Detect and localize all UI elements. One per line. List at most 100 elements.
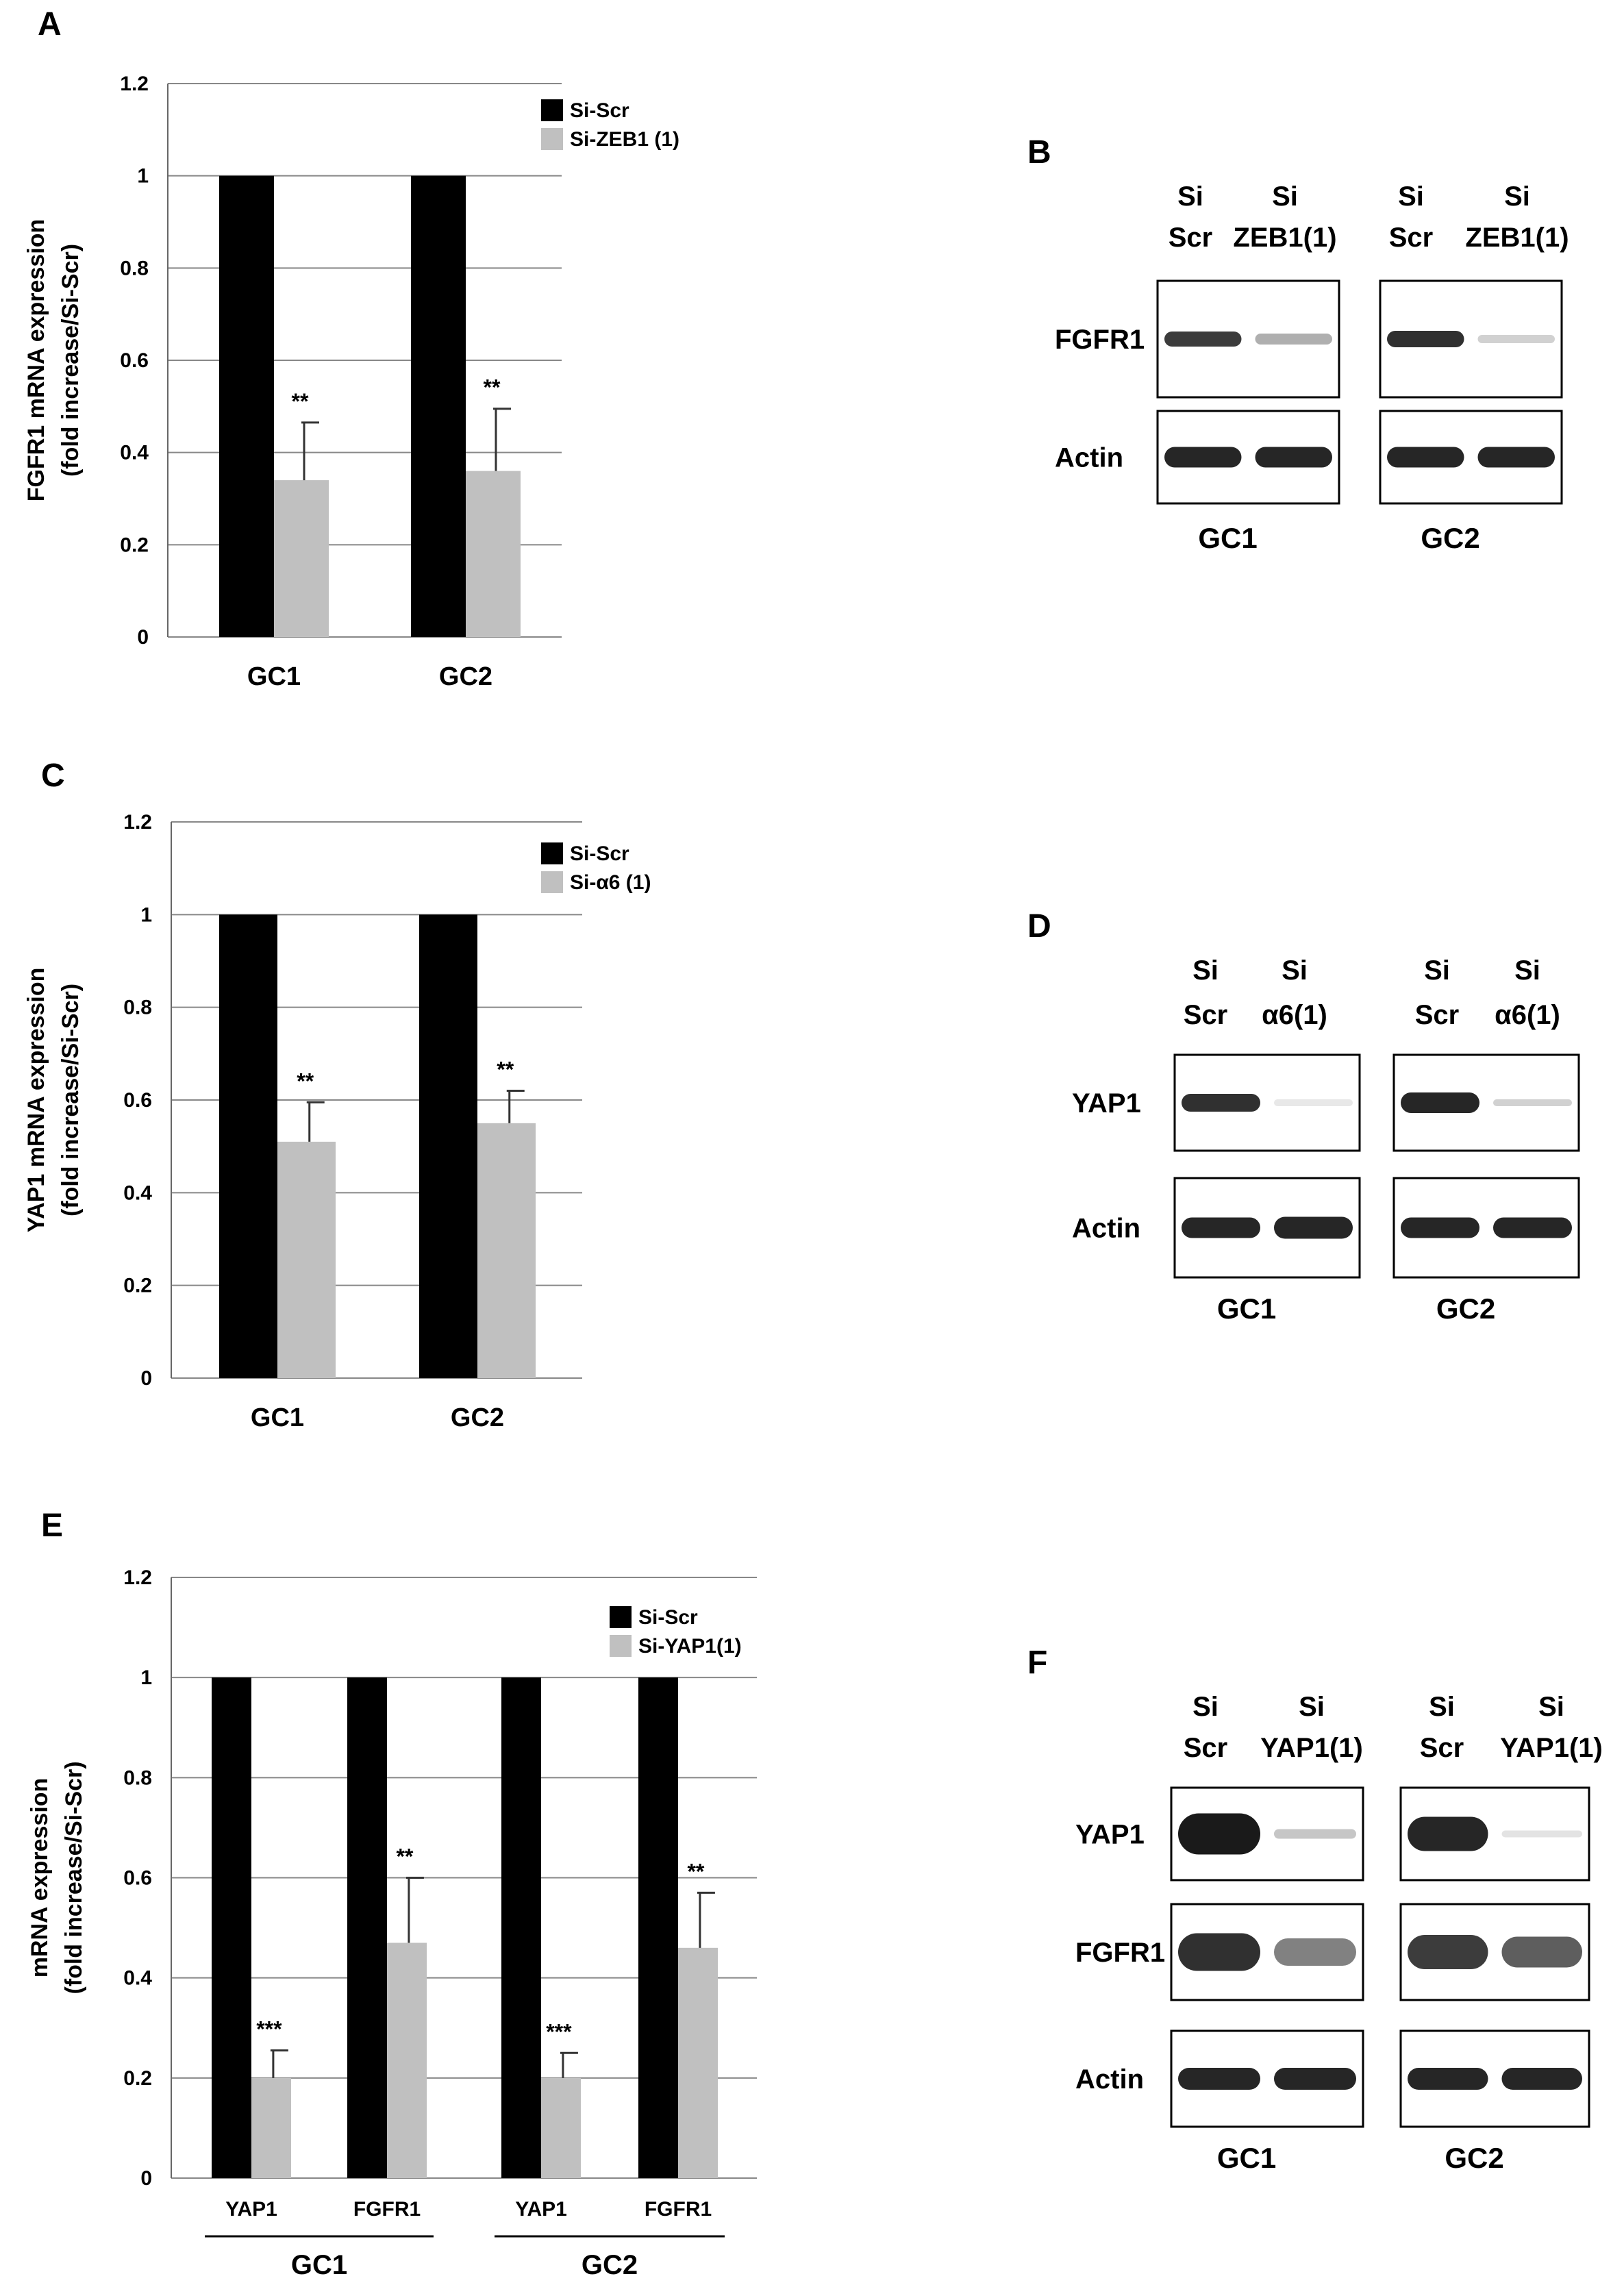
blot-band: [1408, 1816, 1488, 1851]
y-tick-label: 1: [140, 903, 152, 926]
x-tick-label: GC2: [451, 1403, 504, 1432]
chart-e: 0 0.2 0.4 0.6 0.8 1 1.2 mRNA expression (fold in…: [27, 1566, 757, 2280]
lane-header-top: Si: [1299, 1692, 1325, 1722]
significance-label: **: [297, 1068, 314, 1093]
legend-swatch-knockdown: [541, 128, 563, 150]
lane-header-top: Si: [1272, 182, 1298, 212]
bar-knockdown: [387, 1942, 427, 2178]
lane-header-top: Si: [1192, 1692, 1219, 1722]
y-axis-label-sub: (fold increase/Si-Scr): [58, 244, 84, 477]
blot-band: [1501, 1936, 1582, 1968]
y-tick-label: 0: [137, 626, 149, 649]
y-axis-label: FGFR1 mRNA expression: [23, 219, 49, 502]
blot-band: [1274, 1216, 1353, 1239]
cell-line-label: GC1: [1217, 1292, 1276, 1325]
cell-line-label: GC1: [1217, 2142, 1276, 2174]
bar-si-scr: [411, 175, 466, 638]
lane-header-bottom: Scr: [1184, 1733, 1228, 1763]
x-tick-label: YAP1: [515, 2198, 567, 2221]
blot-band: [1408, 1935, 1488, 1969]
lane-header-bottom: YAP1(1): [1260, 1733, 1363, 1763]
y-axis-label: YAP1 mRNA expression: [23, 968, 49, 1233]
lane-header-bottom: Scr: [1169, 223, 1213, 253]
y-tick-label: 0.8: [120, 257, 149, 279]
lane-header-bottom: Scr: [1415, 1000, 1460, 1030]
legend-label: Si-YAP1(1): [638, 1635, 742, 1658]
blot-band: [1164, 447, 1242, 468]
lane-header-top: Si: [1398, 182, 1424, 212]
blot-band: [1493, 1217, 1572, 1238]
blot-band: [1255, 334, 1332, 345]
blot-band: [1255, 447, 1332, 468]
x-tick-label: FGFR1: [353, 2198, 421, 2221]
lane-header-top: Si: [1192, 955, 1219, 986]
blot-band: [1408, 2068, 1488, 2090]
y-tick-label: 0.4: [123, 1967, 152, 1990]
legend-label: Si-Scr: [570, 99, 629, 122]
bar-si-scr: [219, 175, 274, 638]
blot-box: [1170, 1903, 1364, 2001]
blot-row-label: Actin: [1055, 443, 1123, 473]
lane-header-top: Si: [1514, 955, 1540, 986]
blot-band: [1274, 1099, 1353, 1106]
blot-row-label: YAP1: [1072, 1088, 1141, 1118]
lane-header-bottom: Scr: [1184, 1000, 1228, 1030]
y-tick-label: 0.8: [123, 997, 152, 1019]
x-tick-label: YAP1: [225, 2198, 277, 2221]
lane-header-top: Si: [1282, 955, 1308, 986]
panel-label-e: E: [41, 1508, 64, 1544]
y-tick-label: 0.6: [120, 349, 149, 372]
legend-swatch-si-scr: [541, 842, 563, 864]
blot-band: [1178, 2068, 1260, 2090]
significance-label: **: [687, 1859, 704, 1884]
blot-band: [1178, 1813, 1260, 1855]
significance-label: **: [396, 1845, 413, 1869]
lane-header-top: Si: [1429, 1692, 1455, 1722]
blot-band: [1477, 447, 1555, 468]
blot-box: [1399, 1903, 1590, 2001]
lane-header-bottom: ZEB1(1): [1233, 223, 1336, 253]
blot-band: [1493, 1099, 1572, 1106]
lane-header-top: Si: [1538, 1692, 1564, 1722]
cell-line-label: GC1: [1198, 522, 1257, 554]
blot-box: [1170, 1786, 1364, 1882]
y-axis-label-sub: (fold increase/Si-Scr): [61, 1761, 87, 1994]
blot-box: [1399, 2029, 1590, 2128]
blot-box: [1379, 410, 1563, 505]
panel-label-b: B: [1027, 134, 1051, 171]
y-tick-label: 0.2: [123, 2067, 152, 2090]
significance-label: ***: [256, 2017, 282, 2042]
lane-header-bottom: ZEB1(1): [1465, 223, 1569, 253]
panel-label-c: C: [41, 758, 65, 794]
y-tick-label: 1.2: [123, 811, 152, 834]
legend-label: Si-Scr: [638, 1606, 698, 1629]
blot-box: [1379, 279, 1563, 399]
lane-header-bottom: α6(1): [1262, 1000, 1327, 1030]
legend-swatch-si-scr: [610, 1606, 632, 1628]
blot-band: [1274, 2068, 1356, 2090]
blot-panel-b: Si Scr Si ZEB1(1) Si Scr Si ZEB1(1) FGFR1 Actin GC…: [1055, 182, 1569, 554]
blot-row-label: FGFR1: [1075, 1938, 1165, 1968]
blot-band: [1387, 447, 1464, 468]
lane-header-bottom: Scr: [1389, 223, 1434, 253]
blot-band: [1178, 1933, 1260, 1971]
x-tick-label: GC1: [251, 1403, 304, 1432]
bar-knockdown: [251, 2077, 291, 2178]
blot-box: [1392, 1177, 1580, 1279]
y-tick-label: 0.2: [120, 534, 149, 556]
blot-box: [1173, 1053, 1361, 1152]
lane-header-top: Si: [1424, 955, 1450, 986]
chart-c: 0 0.2 0.4 0.6 0.8 1 1.2 YAP1 mRNA expression (fo…: [23, 811, 651, 1432]
y-tick-label: 1.2: [120, 73, 149, 95]
legend-label: Si-ZEB1 (1): [570, 128, 679, 151]
blot-row-label: YAP1: [1075, 1820, 1145, 1850]
blot-row-label: FGFR1: [1055, 325, 1145, 355]
blot-band: [1401, 1092, 1479, 1113]
bar-si-scr: [419, 914, 477, 1378]
blot-box: [1156, 410, 1340, 505]
blot-box: [1170, 2029, 1364, 2128]
y-tick-label: 0.4: [123, 1182, 152, 1204]
x-tick-label: GC2: [439, 662, 492, 691]
y-tick-label: 1: [140, 1666, 152, 1689]
